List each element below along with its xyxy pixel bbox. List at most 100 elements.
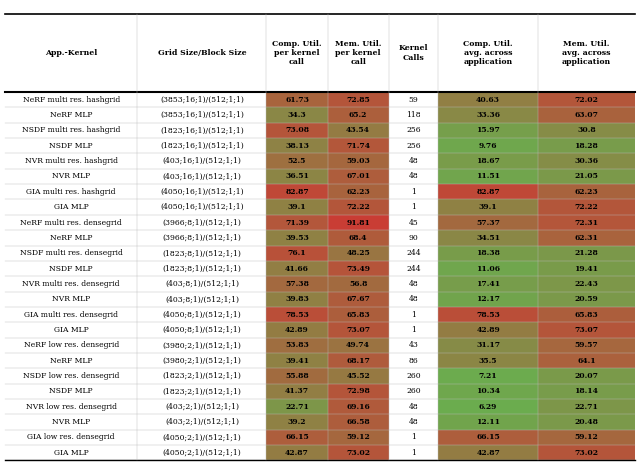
Bar [328, 123, 388, 138]
Text: 62.23: 62.23 [575, 188, 598, 196]
Text: 72.85: 72.85 [346, 96, 370, 104]
Bar [266, 445, 328, 460]
Bar [328, 215, 388, 230]
Text: 9.76: 9.76 [479, 142, 497, 150]
Text: NeRF low res. densegrid: NeRF low res. densegrid [24, 341, 119, 349]
Text: 82.87: 82.87 [476, 188, 500, 196]
Bar [266, 353, 328, 368]
Text: 39.2: 39.2 [288, 418, 307, 426]
Bar [438, 184, 538, 199]
Bar [438, 399, 538, 414]
Bar [266, 107, 328, 123]
Text: NVR multi res. densegrid: NVR multi res. densegrid [22, 280, 120, 288]
Bar [438, 138, 538, 153]
Bar [328, 414, 388, 430]
Text: 21.05: 21.05 [575, 173, 598, 180]
Text: (403;16;1)/(512;1;1): (403;16;1)/(512;1;1) [163, 157, 241, 165]
Text: 73.07: 73.07 [574, 326, 598, 334]
Text: 48: 48 [409, 295, 419, 303]
Text: NSDF MLP: NSDF MLP [49, 387, 93, 395]
Text: 48: 48 [409, 173, 419, 180]
Bar [328, 169, 388, 184]
Text: 18.38: 18.38 [476, 249, 500, 257]
Text: 57.37: 57.37 [476, 219, 500, 226]
Bar [328, 107, 388, 123]
Text: GIA MLP: GIA MLP [54, 326, 88, 334]
Text: App.-Kernel: App.-Kernel [45, 49, 97, 57]
Text: 41.37: 41.37 [285, 387, 309, 395]
Text: 56.8: 56.8 [349, 280, 367, 288]
Bar [266, 230, 328, 246]
Bar [266, 307, 328, 322]
Bar [538, 414, 635, 430]
Text: 48: 48 [409, 280, 419, 288]
Bar [438, 199, 538, 215]
Text: 30.8: 30.8 [577, 126, 596, 134]
Text: NeRF MLP: NeRF MLP [50, 111, 93, 119]
Text: 1: 1 [411, 326, 416, 334]
Text: (4050;8;1)/(512;1;1): (4050;8;1)/(512;1;1) [163, 311, 241, 319]
Bar [538, 292, 635, 307]
Text: 22.71: 22.71 [575, 403, 598, 411]
Text: (3980;2;1)/(512;1;1): (3980;2;1)/(512;1;1) [163, 357, 241, 365]
Text: GIA MLP: GIA MLP [54, 449, 88, 457]
Bar [438, 215, 538, 230]
Bar [438, 230, 538, 246]
Text: 59: 59 [409, 96, 419, 104]
Text: 35.5: 35.5 [479, 357, 497, 365]
Bar [538, 445, 635, 460]
Bar [538, 153, 635, 169]
Bar [266, 384, 328, 399]
Text: 11.06: 11.06 [476, 265, 500, 272]
Text: 73.02: 73.02 [574, 449, 598, 457]
Text: 52.5: 52.5 [288, 157, 306, 165]
Text: 73.02: 73.02 [346, 449, 370, 457]
Text: 78.53: 78.53 [476, 311, 500, 319]
Text: (1823;8;1)/(512;1;1): (1823;8;1)/(512;1;1) [163, 265, 241, 272]
Text: 73.07: 73.07 [346, 326, 370, 334]
Text: 57.38: 57.38 [285, 280, 309, 288]
Text: 39.53: 39.53 [285, 234, 309, 242]
Text: 18.67: 18.67 [476, 157, 500, 165]
Text: NVR multi res. hashgrid: NVR multi res. hashgrid [25, 157, 118, 165]
Text: Mem. Util.
per kernel
call: Mem. Util. per kernel call [335, 40, 381, 66]
Text: 62.31: 62.31 [575, 234, 598, 242]
Bar [266, 261, 328, 276]
Text: 82.87: 82.87 [285, 188, 309, 196]
Text: 59.57: 59.57 [575, 341, 598, 349]
Text: (3853;16;1)/(512;1;1): (3853;16;1)/(512;1;1) [160, 96, 244, 104]
Text: 6.29: 6.29 [479, 403, 497, 411]
Bar [538, 215, 635, 230]
Text: GIA low res. densegrid: GIA low res. densegrid [28, 433, 115, 441]
Text: (3966;8;1)/(512;1;1): (3966;8;1)/(512;1;1) [163, 219, 241, 226]
Text: NVR MLP: NVR MLP [52, 173, 90, 180]
Bar [328, 399, 388, 414]
Bar [438, 92, 538, 107]
Text: 48: 48 [409, 157, 419, 165]
Bar [266, 169, 328, 184]
Text: 78.53: 78.53 [285, 311, 309, 319]
Text: 42.87: 42.87 [285, 449, 309, 457]
Text: 31.17: 31.17 [476, 341, 500, 349]
Text: 256: 256 [406, 142, 421, 150]
Text: 71.74: 71.74 [346, 142, 370, 150]
Bar [438, 414, 538, 430]
Bar [328, 246, 388, 261]
Bar [328, 338, 388, 353]
Bar [538, 169, 635, 184]
Text: (403;8;1)/(512;1;1): (403;8;1)/(512;1;1) [165, 295, 239, 303]
Bar [438, 276, 538, 292]
Bar [538, 338, 635, 353]
Text: Grid Size/Block Size: Grid Size/Block Size [157, 49, 246, 57]
Text: 22.71: 22.71 [285, 403, 309, 411]
Text: 22.43: 22.43 [575, 280, 598, 288]
Text: 65.83: 65.83 [575, 311, 598, 319]
Bar [328, 261, 388, 276]
Text: 1: 1 [411, 449, 416, 457]
Bar [328, 307, 388, 322]
Text: 90: 90 [409, 234, 419, 242]
Text: 62.23: 62.23 [346, 188, 370, 196]
Bar [538, 307, 635, 322]
Text: 244: 244 [406, 249, 421, 257]
Text: 49.74: 49.74 [346, 341, 370, 349]
